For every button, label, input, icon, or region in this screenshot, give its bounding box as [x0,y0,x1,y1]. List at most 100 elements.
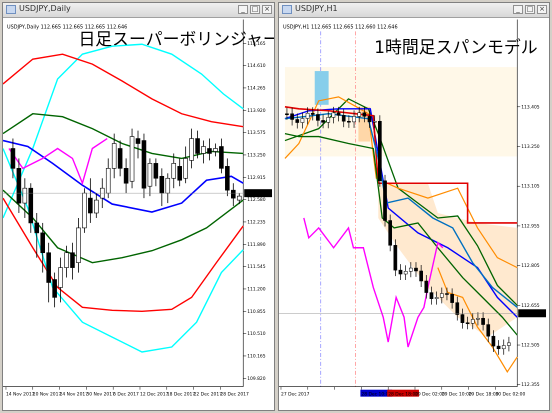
candle-body [295,119,300,123]
lagging-span-line [8,137,108,186]
daily-chart-canvas[interactable]: USDJPY,Daily 112.665 112.665 112.665 112… [3,18,274,411]
minimize-icon[interactable]: _ [238,5,248,14]
hourly-candles [285,106,511,355]
hourly-chart-window[interactable]: USDJPY,H1 _ □ × USDJPY,H1 112.665 112.66… [278,2,550,411]
daily-window-title: USDJPY,Daily [19,4,71,13]
current-price-label: 112.646 [520,311,539,317]
price-tick-label: 112.580 [247,197,266,203]
upper-2sigma-line [3,53,244,128]
candle-body [189,138,194,161]
candle-body [486,324,491,337]
candle-body [153,163,159,179]
price-tick-label: 110.510 [247,331,266,337]
daily-heading: 日足スーパーボリンジャー [78,29,274,49]
close-icon[interactable]: × [262,5,272,14]
candle-body [424,280,429,293]
date-tick-label: 27 Dec 2017 [281,392,310,398]
candle-body [398,269,403,275]
candle-body [403,271,408,275]
candle-body [445,293,449,295]
hourly-heading: 1時間足スパンモデル [374,37,537,57]
hourly-window-title: USDJPY,H1 [295,4,338,13]
candle-body [70,252,75,268]
minimize-icon[interactable]: _ [513,5,523,14]
tenkan-line [284,113,518,308]
candle-body [76,227,81,263]
candle-body [183,158,188,179]
date-tick-label: 14 Nov 2017 [6,392,35,398]
date-tick-label: 6 Dec 2017 [113,392,139,398]
daily-chart-titlebar[interactable]: USDJPY,Daily _ □ × [3,3,274,18]
date-tick-label: 30 Dec 02:00 [495,392,525,398]
daily-chart-window[interactable]: USDJPY,Daily _ □ × USDJPY,Daily 112.665 … [2,2,275,411]
price-tick-label: 113.250 [247,152,266,158]
upper-1sigma-line [3,113,244,160]
daily-candles [10,128,242,308]
price-tick-label: 113.165 [247,41,266,47]
lower-1sigma-line [3,189,244,264]
price-tick-label: 109.820 [247,376,266,382]
candle-body [491,335,496,347]
candle-body [310,112,315,115]
candle-body [105,168,111,194]
close-icon[interactable]: × [537,5,547,14]
candle-body [129,136,135,182]
outer-lower-band-line [437,267,518,373]
candle-body [455,302,460,315]
price-tick-label: 113.105 [521,184,540,190]
candle-body [171,163,177,179]
candle-body [357,112,362,117]
price-tick-label: 112.915 [247,175,266,181]
price-tick-label: 111.200 [247,286,266,292]
lagging-span-line [303,217,444,348]
candle-body [231,189,236,199]
candle-body [219,146,224,169]
candle-body [290,113,294,120]
upper-3sigma-line [3,43,244,219]
candle-body [434,297,439,299]
highlighted-date-marker [387,389,419,397]
candle-body [58,267,63,288]
candle-body [470,319,475,324]
candle-body [10,148,16,169]
date-tick-label: 29 Dec 10:00 [442,392,472,398]
candle-body [321,120,325,123]
daily-bollinger-bands [3,43,244,353]
date-tick-label: 29 Dec 18:00 [469,392,499,398]
price-tick-label: 112.355 [521,382,540,388]
candle-body [82,192,87,229]
candle-body [383,180,387,221]
candle-body [159,175,165,194]
hourly-chart-titlebar[interactable]: USDJPY,H1 _ □ × [279,3,549,18]
candle-body [177,166,182,181]
candle-body [201,146,206,154]
price-tick-label: 112.955 [521,223,540,229]
candle-body [439,293,444,298]
candle-body [352,116,356,123]
price-tick-label: 111.545 [247,264,266,270]
candle-body [135,138,141,144]
price-tick-label: 114.610 [247,63,266,69]
candle-body [236,195,242,201]
date-tick-label: 28 Dec 18:00 [388,392,418,398]
current-price-label: 112.646 [246,191,265,197]
candle-body [22,187,28,204]
maximize-icon[interactable]: □ [525,5,535,14]
candle-body [316,114,320,121]
candle-body [305,112,310,119]
cloud-positive-block [314,71,329,105]
hourly-chart-canvas[interactable]: USDJPY,H1 112.665 112.665 112.660 112.64… [279,18,549,411]
middle-band-line [3,139,244,213]
candle-body [429,292,434,299]
price-tick-label: 110.165 [247,353,266,359]
price-tick-label: 112.505 [521,343,540,349]
price-tick-label: 112.805 [521,263,540,269]
candle-body [117,148,123,169]
candle-body [46,252,51,283]
maximize-icon[interactable]: □ [250,5,260,14]
candle-body [414,267,418,272]
candle-body [141,140,147,189]
candle-body [450,294,454,303]
